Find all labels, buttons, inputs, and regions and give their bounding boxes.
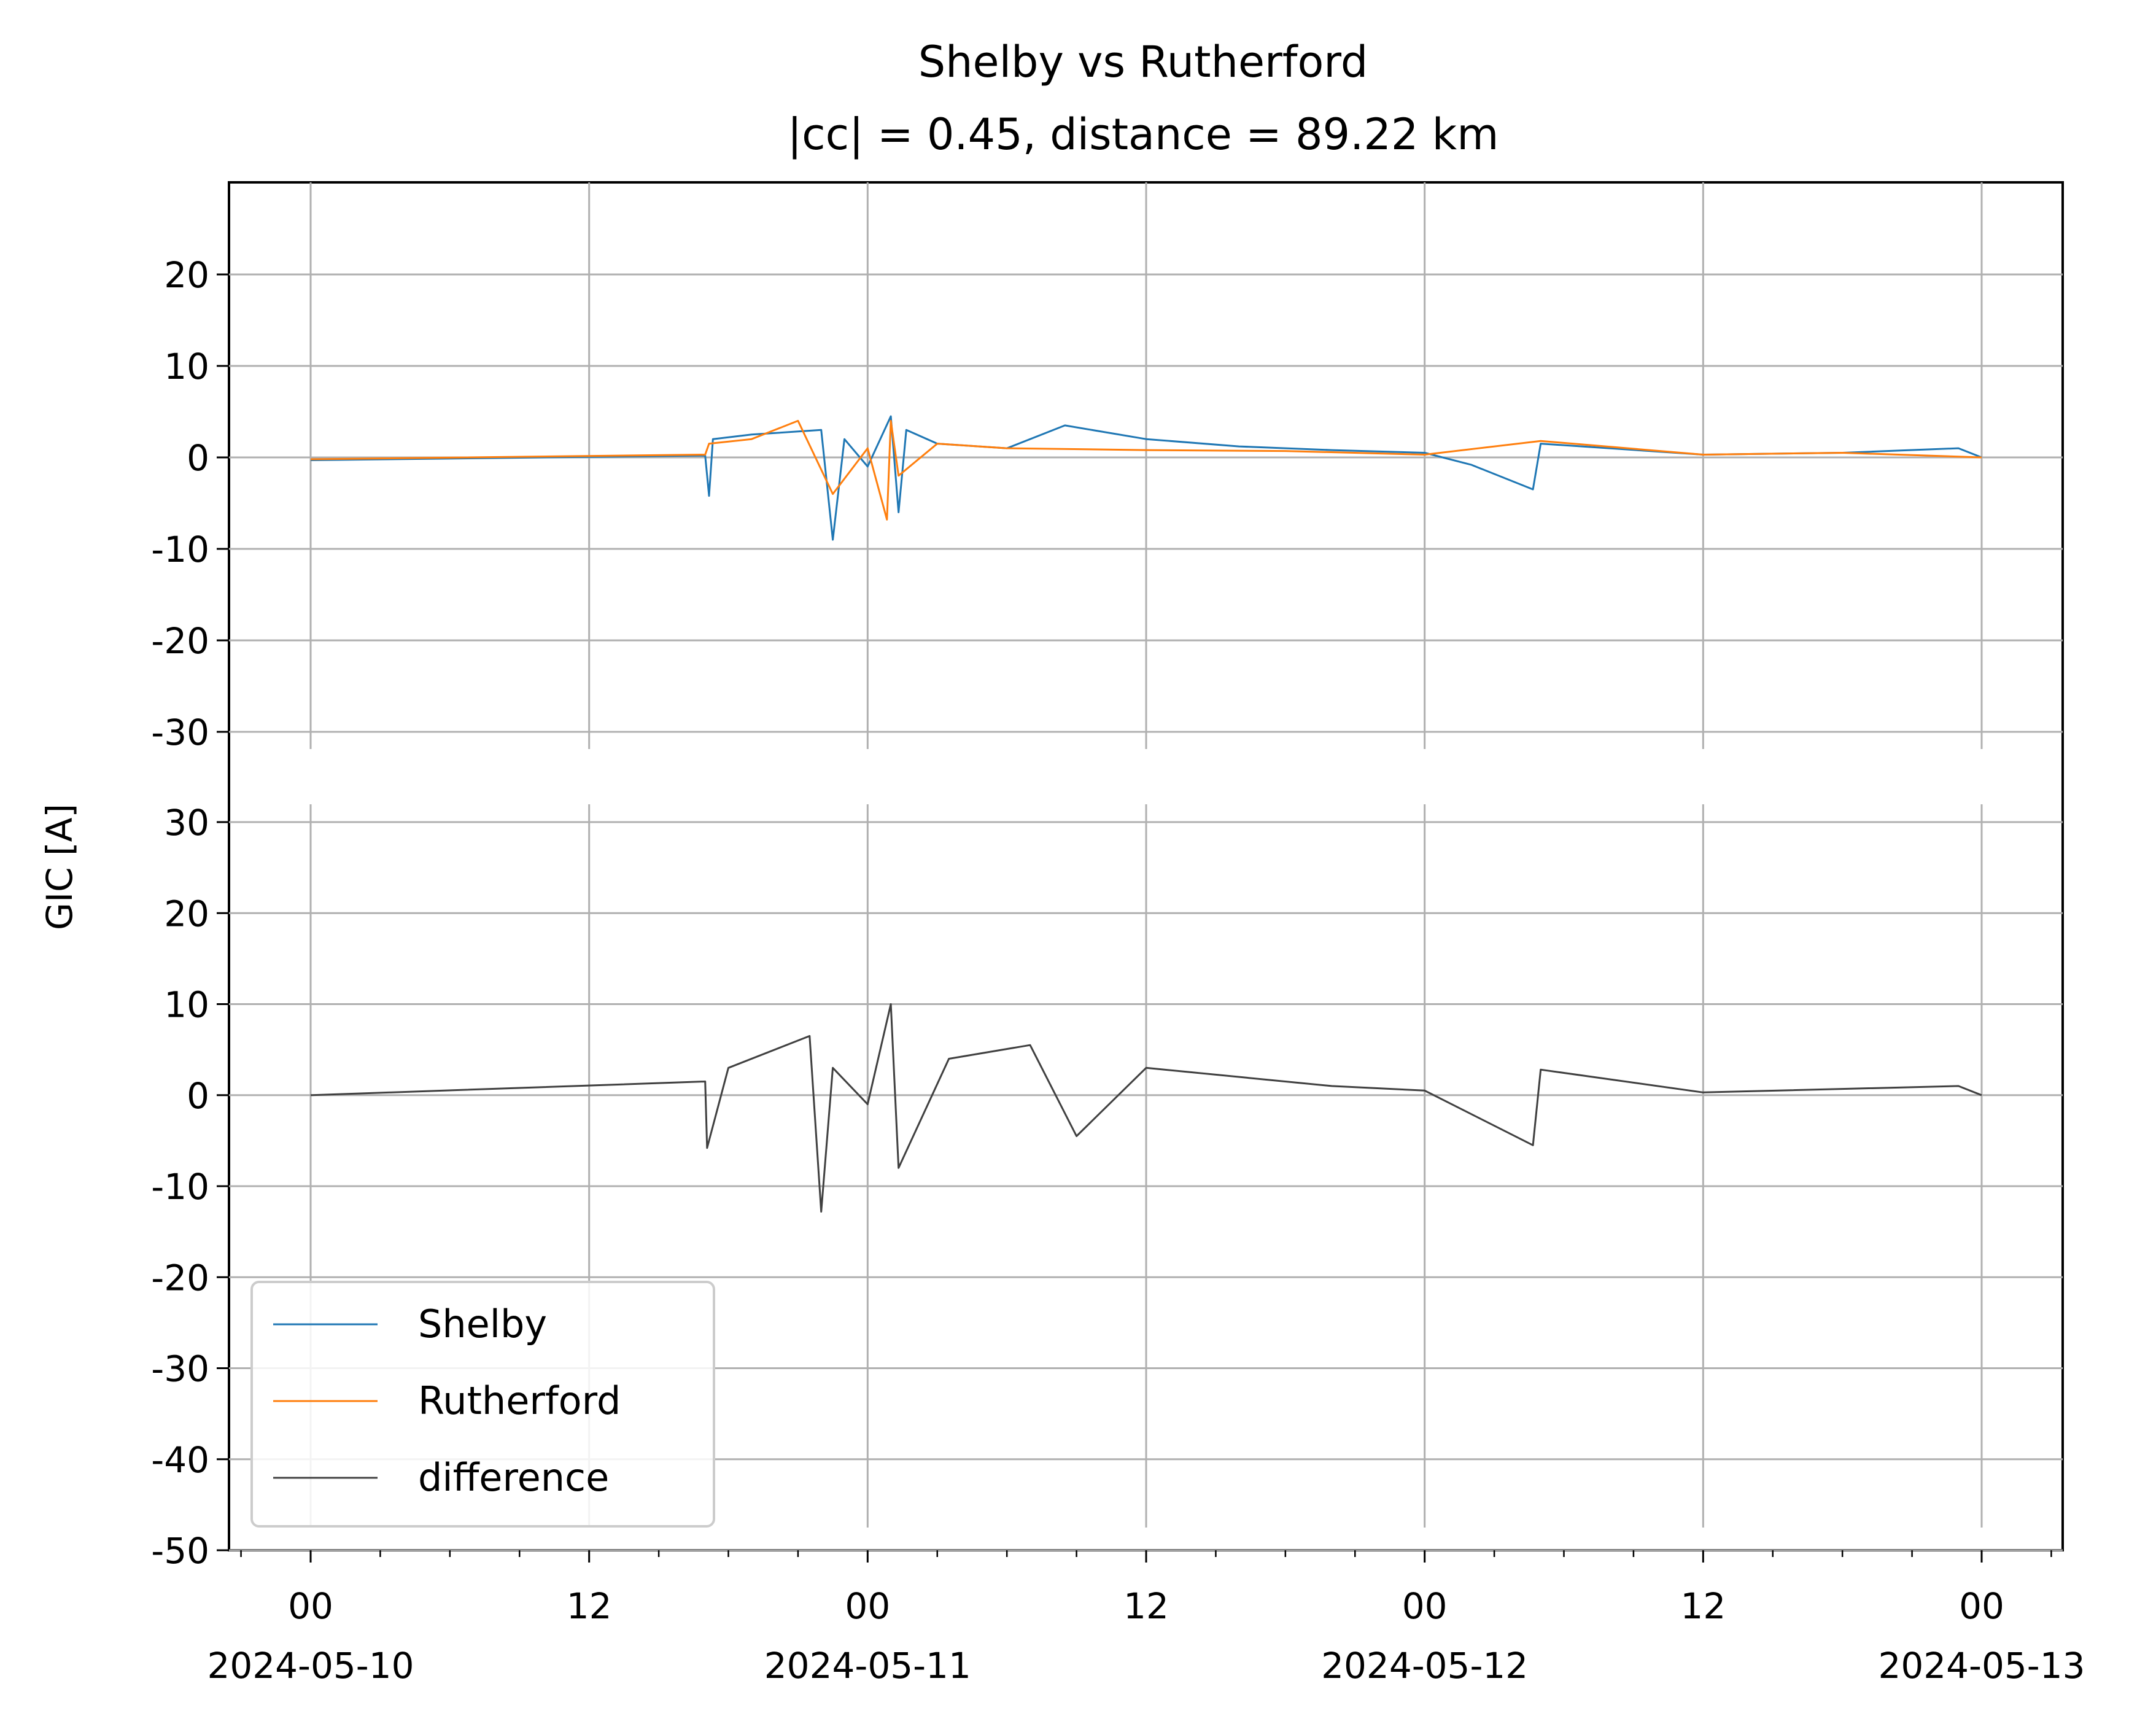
- x-tick-date-label: 2024-05-10: [207, 1645, 414, 1687]
- y-tick-label: 20: [164, 254, 209, 296]
- y-tick-label: -10: [151, 1166, 209, 1208]
- series-line-rutherford: [310, 419, 1982, 521]
- y-tick-label: 10: [164, 984, 209, 1026]
- x-tick-label: 00: [288, 1585, 333, 1627]
- y-tick-label: 0: [187, 1075, 209, 1117]
- x-tick-label: 00: [845, 1585, 890, 1627]
- x-tick-label: 12: [1680, 1585, 1726, 1627]
- y-tick-label: -30: [151, 712, 209, 753]
- x-tick-date-label: 2024-05-11: [764, 1645, 971, 1687]
- y-tick-label: -20: [151, 620, 209, 662]
- x-tick-label: 00: [1959, 1585, 2004, 1627]
- chart-subtitle: |cc| = 0.45, distance = 89.22 km: [788, 109, 1499, 160]
- x-tick-label: 12: [567, 1585, 612, 1627]
- y-tick-label: 0: [187, 437, 209, 479]
- y-tick-label: -40: [151, 1439, 209, 1481]
- y-tick-label: -20: [151, 1257, 209, 1299]
- x-tick-label: 12: [1123, 1585, 1169, 1627]
- x-tick-date-label: 2024-05-12: [1321, 1645, 1528, 1687]
- y-tick-label: 20: [164, 893, 209, 934]
- legend-label-difference: difference: [418, 1455, 609, 1500]
- series-layer: [310, 415, 1982, 1213]
- y-tick-label: 10: [164, 346, 209, 387]
- y-tick-label: 30: [164, 802, 209, 844]
- y-axis-label: GIC [A]: [39, 804, 80, 930]
- legend-label-rutherford: Rutherford: [418, 1378, 621, 1423]
- axis-layer: 20 10 0 -10 -20 -30 30 20 10 0 -10 -20 -30 -40 -50 00 20…: [151, 254, 2085, 1687]
- legend-box: [250, 1281, 715, 1528]
- y-tick-label: -10: [151, 529, 209, 570]
- x-tick-label: 00: [1402, 1585, 1448, 1627]
- series-line-difference: [310, 1003, 1982, 1213]
- y-tick-label: -30: [151, 1348, 209, 1390]
- legend: Shelby Rutherford difference: [250, 1281, 715, 1528]
- chart-title: Shelby vs Rutherford: [918, 37, 1368, 87]
- y-tick-label: -50: [151, 1530, 209, 1572]
- x-tick-date-label: 2024-05-13: [1878, 1645, 2085, 1687]
- legend-label-shelby: Shelby: [418, 1302, 547, 1346]
